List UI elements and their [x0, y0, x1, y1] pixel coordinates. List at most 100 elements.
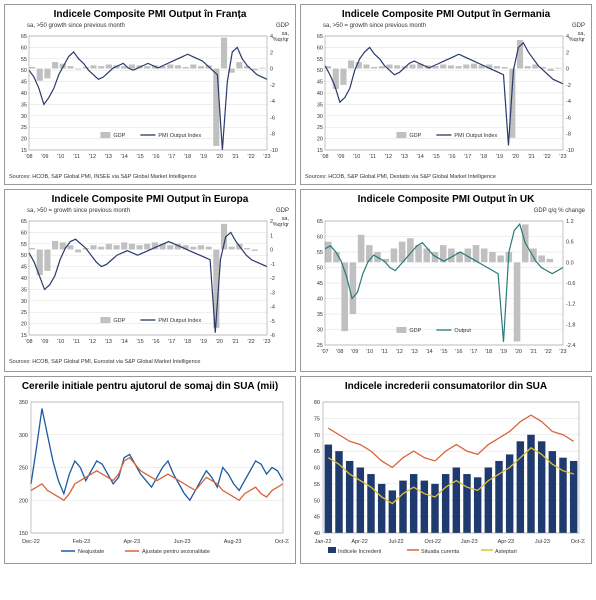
svg-text:'12: '12: [396, 349, 403, 355]
svg-text:50: 50: [21, 68, 27, 74]
svg-text:2: 2: [270, 50, 273, 56]
svg-text:0.0: 0.0: [566, 260, 574, 266]
svg-text:'23: '23: [559, 349, 566, 355]
svg-text:'19: '19: [496, 154, 503, 160]
sub-left: sa, >50 = growth since previous month: [323, 23, 426, 29]
svg-text:Output: Output: [454, 328, 471, 334]
svg-text:55: 55: [21, 57, 27, 63]
svg-text:GDP: GDP: [409, 133, 421, 139]
svg-text:'17: '17: [470, 349, 477, 355]
svg-text:300: 300: [19, 433, 28, 439]
svg-text:GDP: GDP: [409, 328, 421, 334]
svg-text:-1.8: -1.8: [566, 322, 575, 328]
svg-text:Situatia curenta: Situatia curenta: [421, 549, 460, 555]
svg-text:Jan-22: Jan-22: [315, 539, 332, 545]
svg-text:Jul-23: Jul-23: [535, 539, 550, 545]
svg-text:150: 150: [19, 531, 28, 537]
svg-text:'14: '14: [121, 339, 128, 345]
svg-text:PMI Output Index: PMI Output Index: [158, 318, 201, 324]
svg-text:45: 45: [21, 265, 27, 271]
svg-text:55: 55: [317, 57, 323, 63]
svg-text:'08: '08: [25, 339, 32, 345]
svg-text:-2: -2: [270, 83, 275, 89]
panel-somaj: Cererile initiale pentru ajutorul de som…: [4, 376, 296, 564]
svg-text:'22: '22: [544, 154, 551, 160]
svg-text:30: 30: [317, 328, 323, 334]
svg-text:'18: '18: [184, 154, 191, 160]
svg-text:-4: -4: [270, 99, 275, 105]
panel-uk: Indicele Composite PMI Output în UK GDP …: [300, 189, 592, 372]
sub-right: GDPsa, %qr/qr: [276, 23, 289, 29]
svg-text:'18: '18: [485, 349, 492, 355]
svg-text:'19: '19: [200, 339, 207, 345]
svg-text:Oct-22: Oct-22: [424, 539, 441, 545]
svg-text:40: 40: [314, 531, 320, 537]
svg-text:65: 65: [317, 219, 323, 225]
svg-text:PMI Output Index: PMI Output Index: [454, 133, 497, 139]
chart-svg: 1520253035404550556065-10-8-6-4-2024'08'…: [305, 22, 585, 172]
svg-text:'23: '23: [559, 154, 566, 160]
svg-text:20: 20: [21, 322, 27, 328]
svg-text:'07: '07: [321, 349, 328, 355]
chart-grid: Indicele Composite PMI Output în Franța …: [0, 0, 596, 568]
source: Sources: HCOB, S&P Global PMI, Destatis …: [305, 174, 587, 180]
sub-right: GDPsa, %qr/qr: [572, 23, 585, 29]
svg-text:-8: -8: [270, 132, 275, 138]
svg-text:'14: '14: [426, 349, 433, 355]
svg-text:-6: -6: [270, 333, 275, 339]
svg-text:30: 30: [317, 114, 323, 120]
svg-text:65: 65: [317, 34, 323, 40]
svg-text:35: 35: [317, 312, 323, 318]
title: Indicele Composite PMI Output în UK: [305, 194, 587, 205]
svg-text:50: 50: [21, 253, 27, 259]
svg-text:80: 80: [314, 400, 320, 406]
svg-text:25: 25: [21, 125, 27, 131]
chart-svg: 150200250300350Dec-22Feb-23Apr-23Jun-23A…: [9, 394, 289, 559]
svg-text:200: 200: [19, 498, 28, 504]
svg-text:'12: '12: [89, 154, 96, 160]
svg-text:'22: '22: [248, 154, 255, 160]
svg-text:Oct-23: Oct-23: [571, 539, 585, 545]
svg-text:'13: '13: [411, 349, 418, 355]
svg-text:-0.6: -0.6: [566, 281, 575, 287]
svg-text:'11: '11: [73, 154, 80, 160]
svg-text:65: 65: [314, 449, 320, 455]
svg-text:Ajustate pentru sezonalitate: Ajustate pentru sezonalitate: [142, 549, 210, 555]
svg-text:-3: -3: [270, 290, 275, 296]
svg-text:'13: '13: [105, 339, 112, 345]
svg-text:'15: '15: [136, 339, 143, 345]
svg-text:Indicele Increderii: Indicele Increderii: [338, 549, 381, 555]
svg-text:'20: '20: [216, 154, 223, 160]
svg-text:'23: '23: [263, 339, 270, 345]
title: Indicele Composite PMI Output în Germani…: [305, 9, 587, 20]
panel-franta: Indicele Composite PMI Output în Franța …: [4, 4, 296, 185]
svg-text:'10: '10: [353, 154, 360, 160]
svg-text:'16: '16: [152, 339, 159, 345]
panel-germania: Indicele Composite PMI Output în Germani…: [300, 4, 592, 185]
svg-text:'20: '20: [515, 349, 522, 355]
svg-text:55: 55: [317, 250, 323, 256]
svg-text:Dec-22: Dec-22: [22, 539, 40, 545]
svg-text:1: 1: [270, 233, 273, 239]
svg-text:20: 20: [317, 137, 323, 143]
chart-svg: 404550556065707580Jan-22Apr-22Jul-22Oct-…: [305, 394, 585, 559]
svg-text:'21: '21: [232, 154, 239, 160]
svg-text:35: 35: [21, 287, 27, 293]
svg-text:'09: '09: [41, 339, 48, 345]
svg-text:'10: '10: [57, 154, 64, 160]
svg-text:35: 35: [21, 102, 27, 108]
svg-text:'10: '10: [57, 339, 64, 345]
svg-text:'16: '16: [152, 154, 159, 160]
svg-text:-8: -8: [566, 132, 571, 138]
svg-text:GDP: GDP: [113, 318, 125, 324]
svg-text:Feb-23: Feb-23: [73, 539, 90, 545]
svg-text:'21: '21: [232, 339, 239, 345]
svg-text:Asteptari: Asteptari: [495, 549, 517, 555]
svg-text:'20: '20: [512, 154, 519, 160]
svg-text:'09: '09: [41, 154, 48, 160]
svg-text:-4: -4: [270, 305, 275, 311]
sub-left: sa, >50 growth since previous month: [27, 23, 125, 29]
svg-text:55: 55: [314, 482, 320, 488]
svg-text:0: 0: [270, 248, 273, 254]
svg-text:'14: '14: [417, 154, 424, 160]
